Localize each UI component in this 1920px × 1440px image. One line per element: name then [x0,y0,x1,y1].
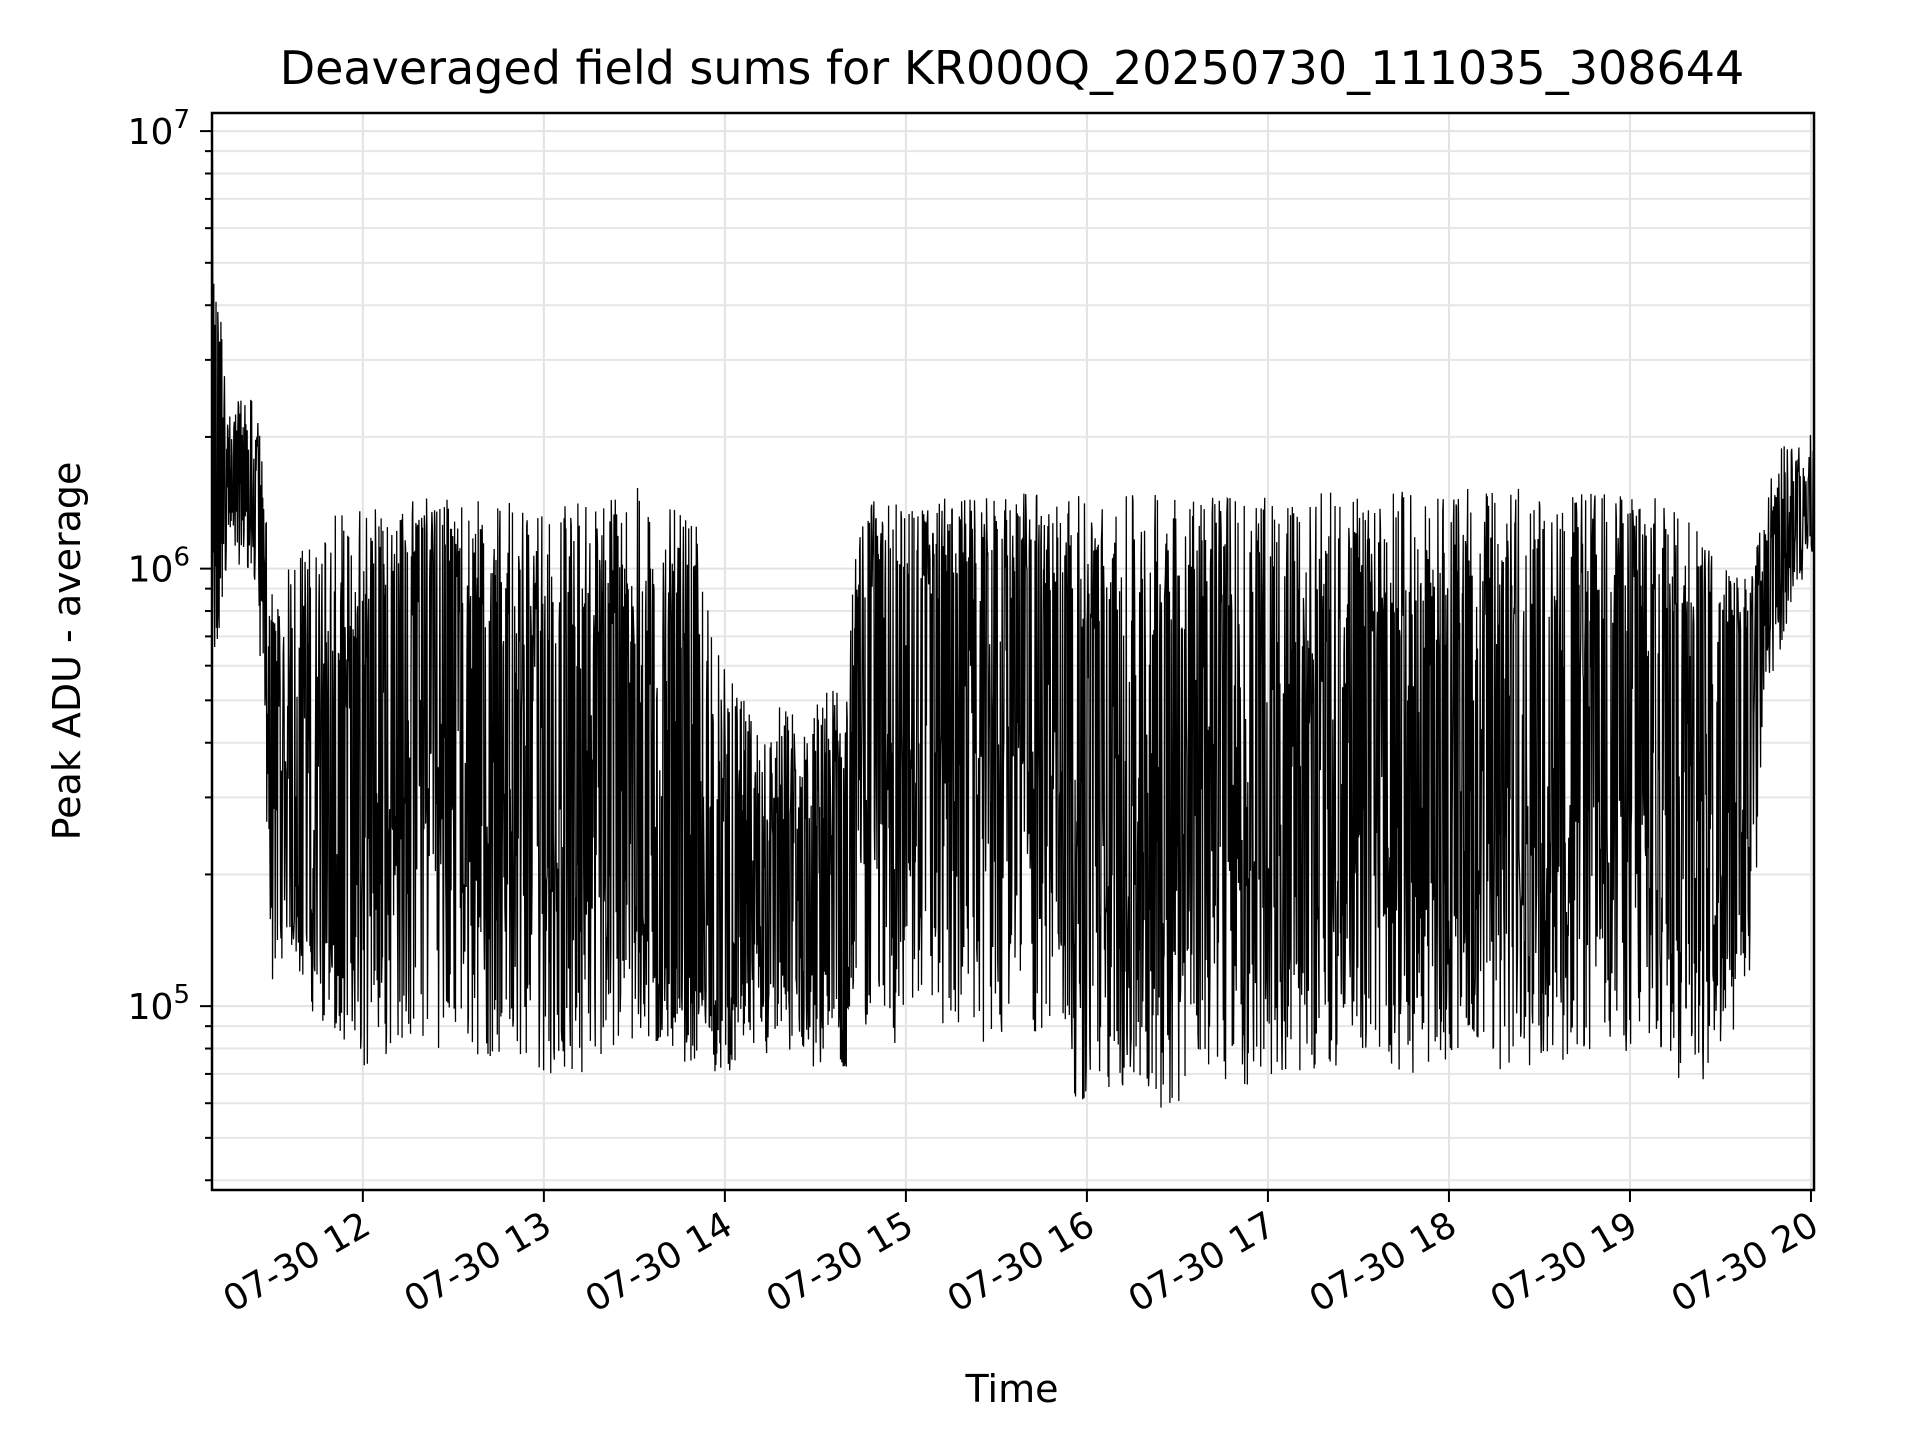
y-tick-label: 106 [128,543,190,591]
x-axis-label: Time [965,1367,1059,1411]
y-axis-label: Peak ADU - average [45,462,89,841]
y-tick-label: 105 [128,980,190,1028]
y-tick-label: 107 [128,105,190,153]
chart-title: Deaveraged field sums for KR000Q_2025073… [280,41,1745,95]
plot-frame [210,111,1816,1192]
series-line [212,159,1814,1108]
y-axis-ticks: 105 106 107 [128,105,212,1182]
